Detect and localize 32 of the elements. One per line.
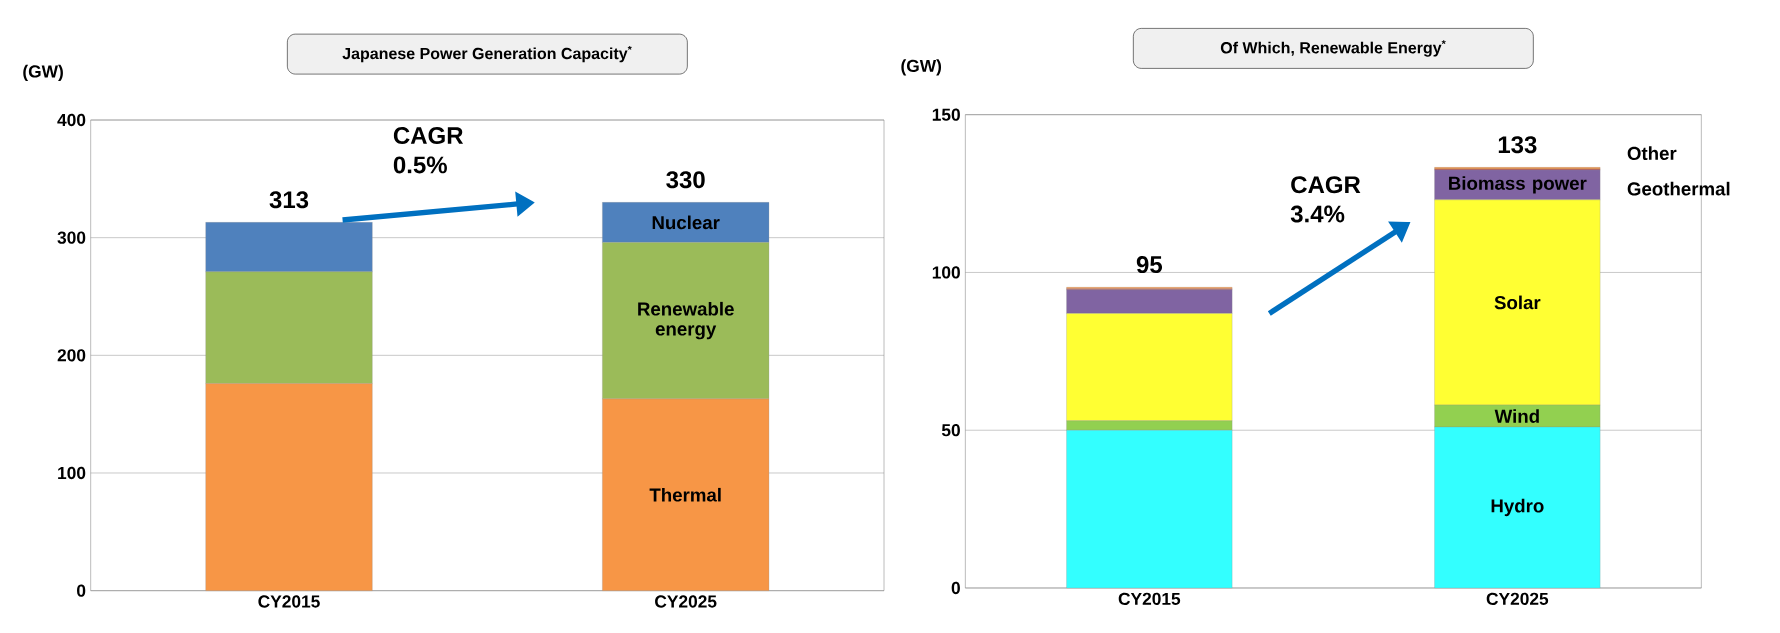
y-tick-label: 50 [941,423,960,437]
y-axis-title: (GW) [23,64,63,81]
y-tick-label: 0 [77,584,86,597]
x-tick-label: CY2025 [655,595,717,608]
chart-title: Japanese Power Generation Capacity$^{*}$ [342,45,632,63]
series-label: Other [1627,146,1677,160]
y-tick-label: 100 [58,466,86,479]
x-tick-label: CY2015 [258,595,320,608]
y-tick-label: 200 [57,349,86,362]
y-tick-label: 150 [932,108,960,121]
series-label: Thermal [649,487,721,502]
x-tick-label: CY2015 [1118,592,1181,605]
y-tick-label: 100 [932,266,960,279]
total-label: 313 [269,191,309,209]
series-label: Renewable energy [638,301,734,340]
y-axis-title: (GW) [901,59,942,76]
x-tick-label: CY2025 [1486,592,1549,605]
annotation: CAGR 0.5% [393,126,464,174]
series-label: Nuclear [652,215,720,230]
total-label: 95 [1136,255,1163,273]
series-label: Biomass power [1449,176,1587,194]
annotation: CAGR 3.4% [1290,176,1361,223]
series-label: Hydro [1491,498,1544,517]
total-label: 133 [1498,135,1537,154]
series-label: Solar [1494,295,1541,310]
chart-title: Of Which, Renewable Energy$^{*}$ [1220,39,1446,57]
y-tick-label: 300 [57,231,86,244]
series-label: Geothermal [1627,181,1730,196]
y-tick-label: 400 [57,113,86,126]
y-tick-label: 0 [951,581,960,594]
series-label: Wind [1494,409,1539,423]
total-label: 330 [666,171,705,189]
